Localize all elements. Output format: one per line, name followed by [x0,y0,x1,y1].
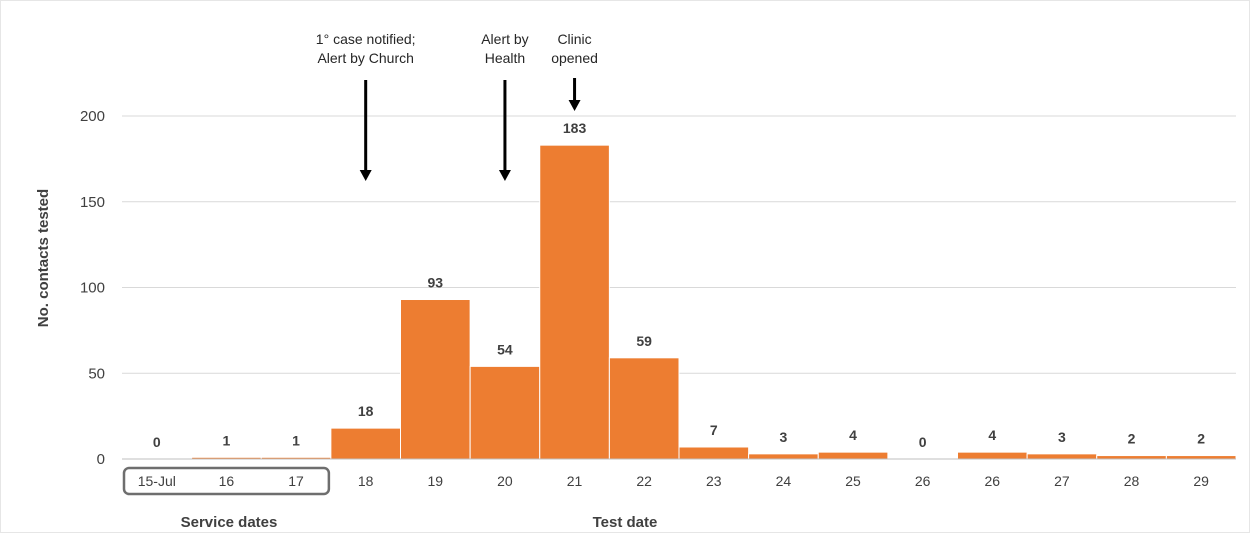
x-tick-label: 18 [358,473,374,489]
bar [957,451,1028,460]
data-label: 0 [153,434,161,450]
bar [539,144,610,460]
x-tick-label: 26 [915,473,931,489]
data-label: 183 [563,120,587,136]
annotation-text: Alert by Health [481,31,528,66]
data-label: 18 [358,403,374,419]
bar [1096,455,1167,460]
data-label: 3 [1058,429,1066,445]
x-tick-label: 17 [288,473,304,489]
annotations: 1° case notified; Alert by Church Alert by… [316,31,598,181]
data-label: 4 [849,427,857,443]
bar [330,427,401,460]
bar [678,446,750,460]
x-tick-label: 20 [497,473,513,489]
data-label: 2 [1197,431,1205,447]
x-tick-label: 23 [706,473,722,489]
x-tick-label: 21 [567,473,583,489]
bar [469,365,541,460]
y-tick-label: 150 [80,194,105,211]
y-axis-title: No. contacts tested [35,189,52,327]
annotation-arrowhead [498,170,511,181]
bar [1026,453,1098,460]
x-axis-title: Test date [593,514,658,531]
x-tick-label: 15-Jul [138,473,176,489]
annotation-text: Clinic opened [551,31,598,66]
data-label: 59 [636,333,652,349]
annotation-arrowhead [359,170,372,181]
data-label: 0 [919,434,927,450]
annotation-arrowhead [568,100,581,111]
service-dates-label: Service dates [181,514,278,531]
bar [608,357,680,460]
bar [1165,455,1237,460]
data-label: 54 [497,341,513,357]
data-labels: 0 1 1 18 93 54 183 59 7 3 4 0 4 3 2 2 [153,120,1205,450]
data-label: 2 [1128,431,1136,447]
data-label: 3 [780,429,788,445]
y-tick-label: 50 [88,365,105,382]
y-tick-label: 200 [80,108,105,125]
x-tick-label: 19 [428,473,444,489]
data-label: 1 [292,432,300,448]
x-tick-label: 25 [845,473,861,489]
y-tick-label: 0 [97,451,105,468]
x-tick-label: 22 [636,473,652,489]
x-tick-label: 24 [776,473,792,489]
y-tick-label: 100 [80,280,105,297]
x-tick-label: 28 [1124,473,1140,489]
service-dates-box [122,466,331,496]
x-tick-label: 29 [1193,473,1209,489]
annotation-text: 1° case notified; Alert by Church [316,31,416,66]
bar [817,451,889,460]
data-label: 93 [428,275,444,291]
bar [400,299,471,460]
x-tick-label: 27 [1054,473,1070,489]
data-label: 7 [710,422,718,438]
x-tick-label: 16 [219,473,235,489]
bars [191,144,1237,460]
data-label: 1 [223,432,231,448]
data-label: 4 [988,427,996,443]
bar [748,453,819,460]
x-tick-label: 26 [985,473,1001,489]
